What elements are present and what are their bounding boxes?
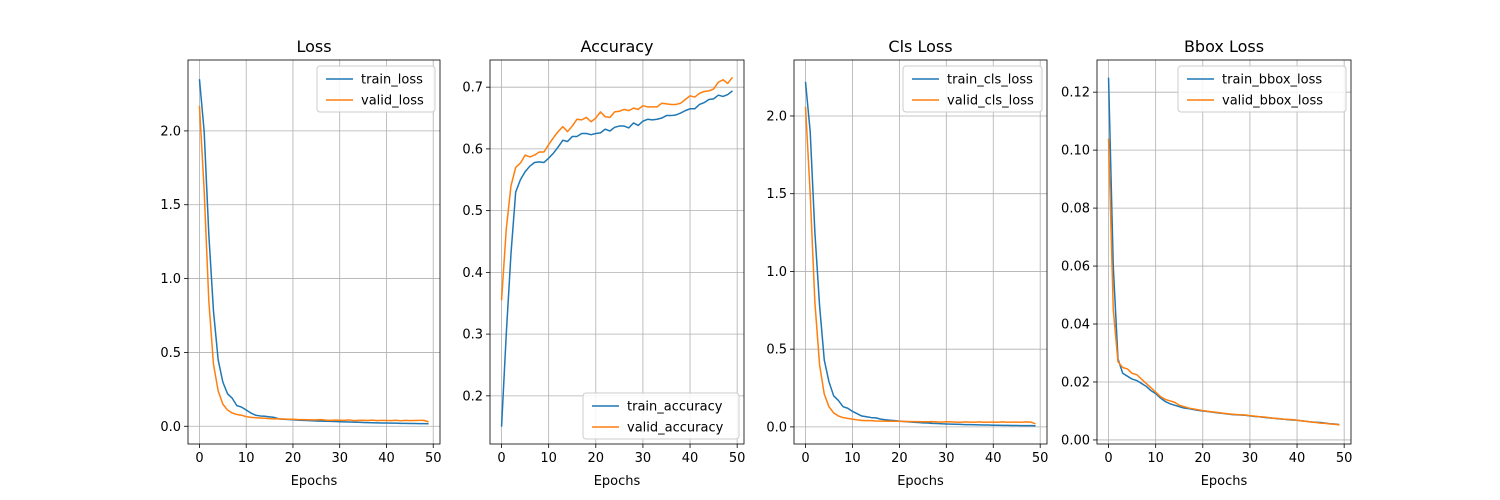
legend-label: train_bbox_loss (1222, 73, 1322, 88)
x-tick-label: 50 (1032, 451, 1049, 466)
y-tick-label: 2.0 (160, 124, 181, 139)
y-tick-label: 0.5 (766, 343, 787, 358)
y-tick-label: 0.00 (1061, 433, 1090, 448)
series-line-train_cls_loss (804, 81, 1036, 427)
x-axis-label: Epochs (291, 474, 338, 489)
y-tick-label: 0.6 (462, 142, 483, 157)
x-tick-label: 0 (801, 451, 809, 466)
legend-label: valid_loss (361, 94, 424, 109)
y-tick-label: 1.5 (766, 187, 787, 202)
x-tick-label: 10 (844, 451, 861, 466)
y-tick-label: 0.06 (1061, 260, 1090, 275)
x-tick-label: 50 (425, 451, 442, 466)
chart-panel: 0 10 20 30 40 50 0.2 0.3 0.4 0.5 0.6 0.7 Accuracy Epo… (462, 37, 745, 489)
y-tick-label: 0.0 (766, 420, 787, 435)
series-line-train_accuracy (500, 90, 733, 427)
y-tick-label: 0.12 (1061, 86, 1090, 101)
chart-panels: 0 10 20 30 40 50 0.0 0.5 1.0 1.5 2.0 Loss Epochs trai… (160, 37, 1352, 489)
chart-panel: 0 10 20 30 40 50 0.0 0.5 1.0 1.5 2.0 Loss Epochs trai… (160, 37, 441, 489)
x-tick-label: 30 (1242, 451, 1259, 466)
y-tick-label: 2.0 (766, 109, 787, 124)
y-tick-label: 0.5 (160, 346, 181, 361)
legend: train_cls_loss valid_cls_loss (902, 65, 1043, 113)
y-tick-label: 0.2 (462, 389, 483, 404)
legend-box (1177, 65, 1347, 113)
x-tick-label: 20 (891, 451, 908, 466)
axes-frame (1096, 59, 1352, 445)
x-tick-label: 10 (238, 451, 255, 466)
y-tick-label: 0.10 (1061, 144, 1090, 159)
chart-panel: 0 10 20 30 40 50 0.0 0.5 1.0 1.5 2.0 Cls Loss Epochs… (766, 37, 1048, 489)
y-tick-label: 0.7 (462, 81, 483, 96)
legend: train_bbox_loss valid_bbox_loss (1177, 65, 1347, 113)
x-tick-label: 50 (1336, 451, 1353, 466)
y-tick-label: 0.0 (160, 420, 181, 435)
legend-label: valid_accuracy (627, 421, 724, 436)
legend-label: valid_cls_loss (947, 94, 1034, 109)
y-tick-label: 1.0 (766, 265, 787, 280)
x-tick-label: 20 (588, 451, 605, 466)
axes-frame (793, 59, 1048, 445)
x-tick-label: 20 (285, 451, 302, 466)
legend-label: valid_bbox_loss (1222, 94, 1323, 109)
x-tick-label: 30 (331, 451, 348, 466)
y-tick-label: 0.5 (462, 204, 483, 219)
x-tick-label: 40 (985, 451, 1002, 466)
series-line-valid_loss (198, 105, 429, 423)
y-tick-label: 0.3 (462, 328, 483, 343)
x-tick-label: 10 (1147, 451, 1164, 466)
y-tick-label: 0.4 (462, 266, 483, 281)
y-tick-label: 0.04 (1061, 318, 1090, 333)
x-tick-label: 50 (729, 451, 746, 466)
y-tick-label: 0.02 (1061, 375, 1090, 390)
x-tick-label: 20 (1195, 451, 1212, 466)
x-axis-label: Epochs (594, 474, 641, 489)
x-tick-label: 10 (540, 451, 557, 466)
x-tick-label: 0 (195, 451, 203, 466)
series-line-valid_bbox_loss (1107, 138, 1340, 426)
chart-panel: 0 10 20 30 40 50 0.00 0.02 0.04 0.06 0.08 0.10 0.12 B… (1061, 37, 1352, 489)
chart-title: Loss (296, 37, 331, 56)
y-tick-label: 0.08 (1061, 202, 1090, 217)
x-axis-label: Epochs (1201, 474, 1248, 489)
legend-box (582, 392, 740, 440)
y-tick-label: 1.5 (160, 198, 181, 213)
legend: train_loss valid_loss (316, 65, 436, 113)
chart-title: Cls Loss (888, 37, 952, 56)
x-tick-label: 30 (938, 451, 955, 466)
y-tick-label: 1.0 (160, 272, 181, 287)
legend-label: train_accuracy (627, 400, 723, 415)
axes-frame (489, 59, 745, 445)
x-axis-label: Epochs (897, 474, 944, 489)
legend-label: train_loss (361, 73, 423, 88)
chart-title: Bbox Loss (1184, 37, 1264, 56)
axes-frame (187, 59, 441, 445)
x-tick-label: 0 (497, 451, 505, 466)
x-tick-label: 40 (682, 451, 699, 466)
series-line-valid_cls_loss (804, 106, 1036, 425)
legend-label: train_cls_loss (947, 73, 1033, 88)
x-tick-label: 0 (1104, 451, 1112, 466)
x-tick-label: 30 (635, 451, 652, 466)
x-tick-label: 40 (378, 451, 395, 466)
x-tick-label: 40 (1289, 451, 1306, 466)
series-line-valid_accuracy (500, 76, 734, 301)
series-line-train_loss (198, 79, 429, 425)
chart-title: Accuracy (580, 37, 653, 56)
legend: train_accuracy valid_accuracy (582, 392, 740, 440)
